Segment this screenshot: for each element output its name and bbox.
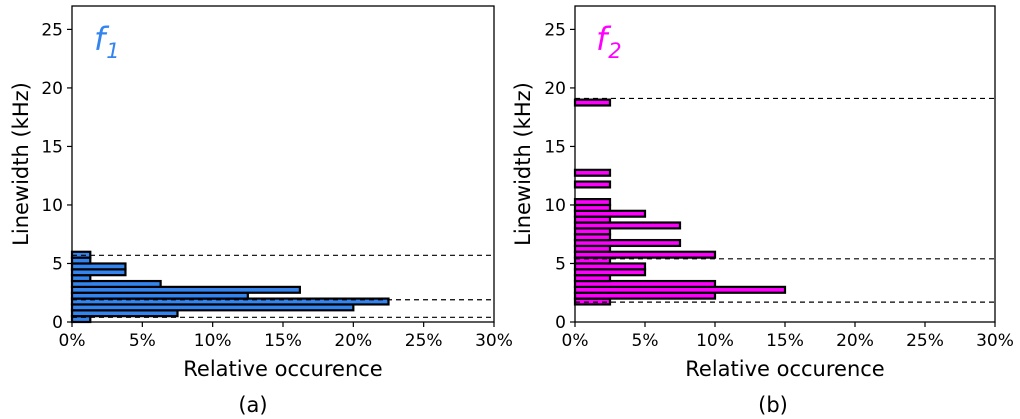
x-tick-label: 0% [562, 331, 589, 351]
x-tick-label: 30% [475, 331, 513, 351]
panel-title: f2 [596, 20, 622, 63]
x-tick-label: 20% [334, 331, 372, 351]
y-tick-label: 10 [41, 196, 63, 216]
x-tick-label: 10% [696, 331, 734, 351]
axis-ticks: 0% 5% 10% 15% 20% 25% 30% 0 5 10 15 20 25 [41, 20, 513, 351]
panel-caption: (b) [758, 393, 788, 417]
histogram-bar [573, 180, 612, 189]
panel-b: 0% 5% 10% 15% 20% 25% 30% 0 5 10 15 20 25 f2 Relativ… [511, 5, 1014, 417]
axes-frame [71, 5, 495, 323]
y-tick-label: 0 [52, 313, 63, 333]
x-tick-label: 15% [264, 331, 302, 351]
x-tick-label: 25% [906, 331, 944, 351]
x-tick-label: 5% [632, 331, 659, 351]
axis-ticks: 0% 5% 10% 15% 20% 25% 30% 0 5 10 15 20 25 [544, 20, 1014, 351]
panel-title-subscript: 2 [608, 39, 621, 63]
x-axis-label: Relative occurence [685, 357, 884, 381]
y-tick-label: 20 [41, 79, 63, 99]
x-axis-label: Relative occurence [183, 357, 382, 381]
y-tick-label: 15 [41, 137, 63, 157]
y-tick-label: 20 [544, 79, 566, 99]
x-tick-label: 10% [194, 331, 232, 351]
x-tick-label: 5% [129, 331, 156, 351]
histogram-f2 [573, 97, 995, 306]
y-tick-label: 25 [544, 20, 566, 40]
y-tick-label: 10 [544, 196, 566, 216]
x-tick-label: 15% [766, 331, 804, 351]
y-tick-label: 15 [544, 137, 566, 157]
panel-a: 0% 5% 10% 15% 20% 25% 30% 0 5 10 15 20 25 f1 Relativ… [9, 5, 513, 417]
panel-caption: (a) [238, 393, 267, 417]
histogram-bar [573, 198, 612, 207]
histogram-f1 [70, 250, 494, 324]
histogram-bar [573, 98, 612, 107]
y-tick-label: 5 [52, 254, 63, 274]
y-axis-label: Linewidth (kHz) [9, 82, 33, 246]
panel-title: f1 [94, 20, 120, 63]
panel-title-subscript: 1 [106, 39, 119, 63]
x-tick-label: 0% [59, 331, 86, 351]
x-tick-label: 25% [405, 331, 443, 351]
x-tick-label: 20% [836, 331, 874, 351]
histogram-bar [573, 168, 612, 177]
y-tick-label: 25 [41, 20, 63, 40]
x-tick-label: 30% [976, 331, 1014, 351]
y-tick-label: 5 [555, 254, 566, 274]
y-axis-label: Linewidth (kHz) [511, 82, 535, 246]
y-tick-label: 0 [555, 313, 566, 333]
